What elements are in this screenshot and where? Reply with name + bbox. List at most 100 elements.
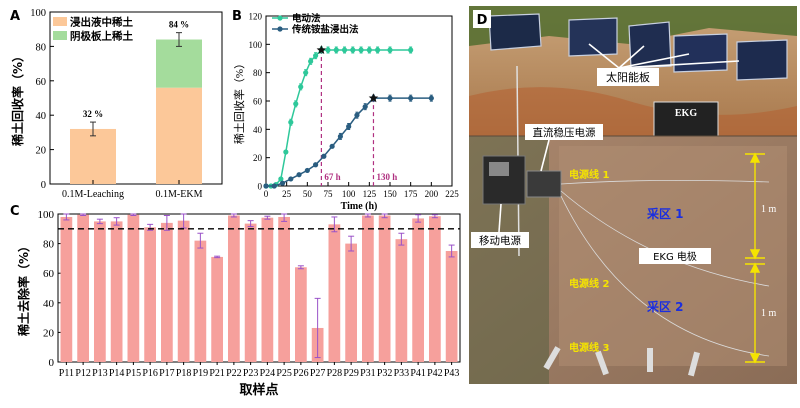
- data-point: [293, 101, 299, 107]
- bar: [94, 221, 106, 362]
- solar-arrows: [588, 43, 740, 69]
- x-tick-label: 75: [324, 189, 334, 199]
- panel-letter-d-box: [473, 10, 491, 28]
- x-axis-label: 取样点: [239, 382, 278, 398]
- legend-label: 浸出液中稀土: [70, 16, 133, 29]
- data-point: [354, 112, 360, 118]
- cable-1-label: 电源线 1: [569, 168, 609, 181]
- panel-letter-b: B: [232, 9, 242, 24]
- plot-frame: [57, 213, 461, 363]
- cable-2-label: 电源线 2: [569, 277, 609, 290]
- dc-power-label: 直流稳压电源: [533, 126, 596, 139]
- bar: [127, 214, 140, 362]
- plot-frame: [265, 15, 453, 187]
- x-tick-label: P25: [276, 368, 292, 379]
- x-tick-label: 175: [404, 189, 418, 199]
- y-tick-label: 120: [249, 12, 263, 22]
- bar: [328, 224, 341, 362]
- data-point: [325, 47, 331, 53]
- y-tick-label: 40: [36, 111, 47, 122]
- y-tick-label: 80: [36, 42, 47, 53]
- data-point: [298, 84, 304, 90]
- chart-a: 0 20 40 60 80 100 32 % 0.1M-Leaching 84 % 0.1M-EK…: [10, 8, 223, 200]
- data-point: [279, 180, 286, 186]
- x-tick-label: 150: [383, 189, 397, 199]
- x-tick-label: P23: [243, 368, 259, 379]
- y-tick-label: 40: [43, 298, 55, 310]
- zone-2-label: 采区 2: [646, 299, 684, 314]
- data-point: [303, 70, 309, 76]
- star-marker: [316, 45, 327, 54]
- solar-panel: [628, 21, 672, 69]
- x-tick-label: P13: [92, 368, 108, 379]
- data-point: [313, 53, 319, 59]
- total-label: 32 %: [83, 109, 103, 119]
- x-tick-label: 100: [342, 189, 356, 199]
- x-tick-label: 200: [425, 189, 439, 199]
- data-point: [329, 143, 335, 149]
- bar: [77, 214, 89, 362]
- bar: [278, 216, 290, 362]
- ekg-electrode-label-box: [639, 248, 711, 264]
- legend-swatch: [53, 17, 67, 26]
- x-tick-label: P11: [59, 368, 74, 379]
- series-line: [266, 97, 432, 187]
- x-tick-label: P15: [126, 368, 142, 379]
- bar: [228, 215, 240, 362]
- data-point: [333, 47, 339, 53]
- bar: [395, 239, 408, 362]
- x-tick-label: 0: [264, 189, 269, 199]
- solar-panel: [736, 39, 788, 81]
- x-tick-label: 225: [445, 189, 459, 199]
- x-tick-label: P19: [193, 368, 209, 379]
- marker-label: 67 h: [324, 172, 340, 182]
- x-tick-label: P27: [310, 368, 326, 379]
- x-tick-label: 0.1M-Leaching: [62, 189, 124, 200]
- dimension-label-2: 1 m: [761, 308, 777, 319]
- data-point: [387, 95, 393, 101]
- x-tick-label: P18: [176, 368, 192, 379]
- data-point: [288, 119, 294, 125]
- y-tick-label: 20: [36, 146, 47, 157]
- series-line: [266, 49, 411, 187]
- data-point: [366, 47, 372, 53]
- x-tick-label: P29: [343, 368, 359, 379]
- electrodes-bottom: [543, 346, 701, 377]
- data-point: [321, 153, 327, 159]
- x-tick-label: P16: [142, 368, 158, 379]
- solar-label: 太阳能板: [606, 70, 650, 84]
- x-tick-label: P31: [360, 368, 376, 379]
- x-tick-label: P22: [226, 368, 242, 379]
- marker-label: 130 h: [376, 172, 397, 182]
- dc-power-device: [526, 170, 562, 198]
- x-tick-label: P21: [209, 368, 225, 379]
- zone-1-label: 采区 1: [646, 206, 684, 221]
- solar-panel: [673, 33, 728, 73]
- mobile-power-label: 移动电源: [479, 234, 521, 247]
- data-point: [358, 47, 364, 53]
- y-tick-label: 0: [258, 182, 263, 192]
- x-tick-label: P26: [293, 368, 309, 379]
- bar: [161, 222, 173, 362]
- y-axis-label: 稀土回收率（%）: [10, 50, 25, 146]
- bar: [345, 243, 357, 362]
- bar: [60, 216, 73, 362]
- star-marker: [368, 93, 379, 103]
- field-photo: 太阳能板 EKG 直流稳压电源 移动电源 电源线 1 电源线 2 电源线 3 采…: [469, 6, 797, 384]
- data-point: [362, 104, 368, 110]
- y-tick-label: 60: [36, 77, 47, 88]
- data-point: [278, 176, 284, 182]
- legend-label: 传统铵盐浸出法: [291, 24, 359, 36]
- x-tick-label: 125: [363, 189, 377, 199]
- chart-b: 0 20 40 60 80 100 120 0 25 50 75 100 125 150 175 200 225…: [232, 12, 459, 213]
- bar: [110, 221, 123, 362]
- x-tick-label: 0.1M-EKM: [156, 189, 203, 200]
- y-tick-label: 60: [43, 268, 55, 280]
- panel-letter-d: D: [477, 13, 488, 28]
- data-point: [313, 162, 319, 168]
- ekg-sign-text: EKG: [675, 108, 697, 119]
- x-tick-label: P43: [444, 368, 460, 379]
- data-point: [350, 47, 356, 53]
- data-point: [263, 183, 269, 189]
- field-photo-drawing: 太阳能板 EKG 直流稳压电源 移动电源 电源线 1 电源线 2 电源线 3 采…: [469, 6, 797, 384]
